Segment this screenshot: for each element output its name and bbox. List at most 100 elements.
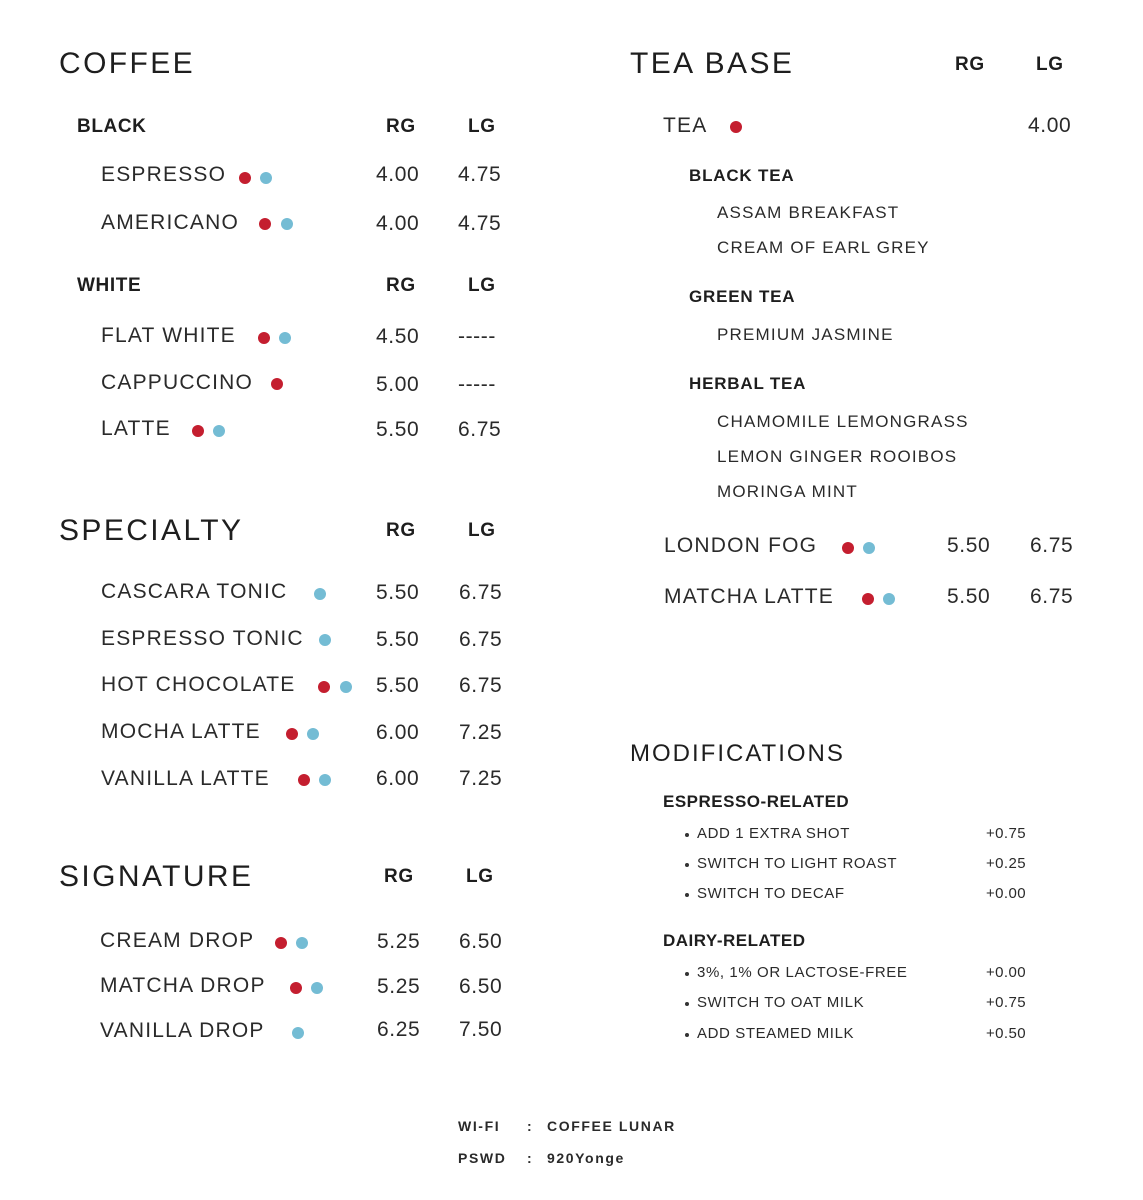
- red-dot-icon: [239, 172, 251, 184]
- menu-item-name: LATTE: [101, 417, 171, 440]
- tea-lg-header: LG: [1036, 54, 1064, 75]
- red-dot-icon: [290, 982, 302, 994]
- coffee-heading: COFFEE: [59, 47, 196, 80]
- price-rg: 6.00: [376, 721, 420, 744]
- menu-item-name: TEA: [663, 114, 708, 137]
- blue-dot-icon: [292, 1027, 304, 1039]
- price-lg: 7.50: [459, 1018, 503, 1041]
- espresso-related-subheading: ESPRESSO-RELATED: [663, 792, 850, 811]
- menu-item-name: MATCHA LATTE: [664, 585, 834, 608]
- bullet-icon: [685, 972, 689, 976]
- blue-dot-icon: [213, 425, 225, 437]
- dairy-related-subheading: DAIRY-RELATED: [663, 931, 806, 950]
- modification-price: +0.75: [986, 994, 1026, 1011]
- price-lg: 7.25: [459, 721, 503, 744]
- tea-list-item: CREAM OF EARL GREY: [717, 238, 930, 257]
- price-rg: 4.00: [376, 163, 420, 186]
- price-lg: 4.00: [1028, 114, 1072, 137]
- price-rg: 6.25: [377, 1018, 421, 1041]
- price-rg: 5.50: [376, 628, 420, 651]
- modification-item: ADD 1 EXTRA SHOT: [697, 825, 850, 842]
- modification-item: 3%, 1% OR LACTOSE-FREE: [697, 964, 908, 981]
- modification-price: +0.00: [986, 964, 1026, 981]
- black-lg-header: LG: [468, 116, 496, 137]
- signature-rg-header: RG: [384, 866, 414, 887]
- blue-dot-icon: [319, 634, 331, 646]
- tea-list-item: MORINGA MINT: [717, 482, 858, 501]
- modification-item: ADD STEAMED MILK: [697, 1025, 855, 1042]
- price-lg: 6.75: [459, 581, 503, 604]
- price-lg: 6.50: [459, 930, 503, 953]
- blue-dot-icon: [319, 774, 331, 786]
- signature-lg-header: LG: [466, 866, 494, 887]
- red-dot-icon: [298, 774, 310, 786]
- red-dot-icon: [862, 593, 874, 605]
- bullet-icon: [685, 1033, 689, 1037]
- tea-base-heading: TEA BASE: [630, 47, 795, 80]
- modification-item: SWITCH TO DECAF: [697, 885, 845, 902]
- red-dot-icon: [318, 681, 330, 693]
- specialty-lg-header: LG: [468, 520, 496, 541]
- price-rg: 6.00: [376, 767, 420, 790]
- menu-item-name: VANILLA DROP: [100, 1019, 265, 1042]
- price-rg: 5.50: [947, 585, 991, 608]
- menu-item-name: ESPRESSO TONIC: [101, 627, 304, 650]
- white-lg-header: LG: [468, 275, 496, 296]
- blue-dot-icon: [340, 681, 352, 693]
- price-lg: -----: [458, 373, 496, 396]
- blue-dot-icon: [883, 593, 895, 605]
- price-lg: 6.75: [458, 418, 502, 441]
- specialty-rg-header: RG: [386, 520, 416, 541]
- red-dot-icon: [271, 378, 283, 390]
- price-lg: 7.25: [459, 767, 503, 790]
- menu-item-name: AMERICANO: [101, 211, 239, 234]
- wifi-label: WI-FI: [458, 1118, 501, 1134]
- modification-price: +0.25: [986, 855, 1026, 872]
- bullet-icon: [685, 863, 689, 867]
- specialty-heading: SPECIALTY: [59, 514, 244, 547]
- menu-item-name: CASCARA TONIC: [101, 580, 288, 603]
- red-dot-icon: [259, 218, 271, 230]
- blue-dot-icon: [260, 172, 272, 184]
- white-subheading: WHITE: [77, 275, 142, 296]
- password-label: PSWD: [458, 1150, 507, 1166]
- price-lg: 6.75: [459, 628, 503, 651]
- price-rg: 4.50: [376, 325, 420, 348]
- menu-item-name: CAPPUCCINO: [101, 371, 254, 394]
- price-lg: 6.75: [1030, 585, 1074, 608]
- price-lg: 4.75: [458, 163, 502, 186]
- menu-item-name: MATCHA DROP: [100, 974, 266, 997]
- white-rg-header: RG: [386, 275, 416, 296]
- blue-dot-icon: [311, 982, 323, 994]
- price-lg: 6.75: [1030, 534, 1074, 557]
- modification-price: +0.00: [986, 885, 1026, 902]
- modification-price: +0.75: [986, 825, 1026, 842]
- blue-dot-icon: [281, 218, 293, 230]
- red-dot-icon: [192, 425, 204, 437]
- menu-item-name: CREAM DROP: [100, 929, 255, 952]
- price-rg: 5.50: [376, 674, 420, 697]
- bullet-icon: [685, 1002, 689, 1006]
- blue-dot-icon: [314, 588, 326, 600]
- tea-list-item: ASSAM BREAKFAST: [717, 203, 900, 222]
- modifications-heading: MODIFICATIONS: [630, 740, 845, 767]
- price-rg: 4.00: [376, 212, 420, 235]
- menu-item-name: ESPRESSO: [101, 163, 227, 186]
- modification-price: +0.50: [986, 1025, 1026, 1042]
- black-rg-header: RG: [386, 116, 416, 137]
- modification-item: SWITCH TO OAT MILK: [697, 994, 865, 1011]
- blue-dot-icon: [279, 332, 291, 344]
- blue-dot-icon: [296, 937, 308, 949]
- bullet-icon: [685, 893, 689, 897]
- menu-item-name: LONDON FOG: [664, 534, 818, 557]
- tea-list-item: CHAMOMILE LEMONGRASS: [717, 412, 969, 431]
- menu-item-name: MOCHA LATTE: [101, 720, 261, 743]
- black-subheading: BLACK: [77, 116, 147, 137]
- price-lg: 4.75: [458, 212, 502, 235]
- signature-heading: SIGNATURE: [59, 860, 254, 893]
- price-rg: 5.50: [376, 418, 420, 441]
- wifi-password: 920Yonge: [547, 1150, 625, 1166]
- price-rg: 5.50: [947, 534, 991, 557]
- tea-list-item: LEMON GINGER ROOIBOS: [717, 447, 958, 466]
- red-dot-icon: [286, 728, 298, 740]
